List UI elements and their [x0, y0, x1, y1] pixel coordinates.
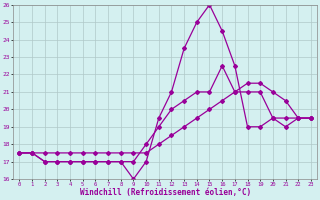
X-axis label: Windchill (Refroidissement éolien,°C): Windchill (Refroidissement éolien,°C)	[80, 188, 251, 197]
